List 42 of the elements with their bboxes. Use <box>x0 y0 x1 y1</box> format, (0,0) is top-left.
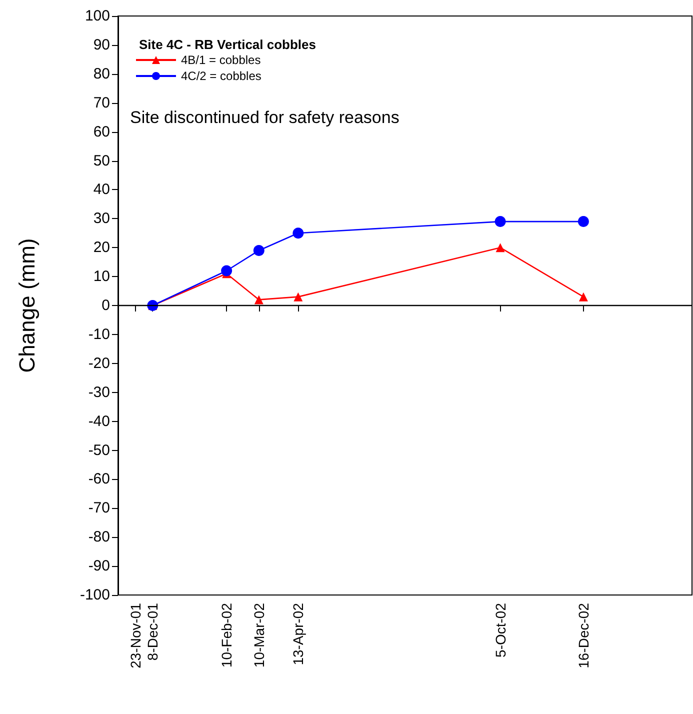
point <box>253 245 264 256</box>
point <box>494 216 506 228</box>
point <box>254 295 264 304</box>
x-tick-label: 5-Oct-02 <box>492 602 508 658</box>
y-tick-label: -70 <box>88 500 110 517</box>
x-tick-label: 23-Nov-01 <box>127 602 144 668</box>
point <box>221 265 232 276</box>
y-tick-label: 100 <box>84 8 110 24</box>
x-tick-label: 10-Mar-02 <box>250 602 267 668</box>
y-tick-label: 60 <box>93 123 110 140</box>
y-tick-label: -80 <box>88 528 110 546</box>
point <box>578 292 588 302</box>
y-tick-label: 80 <box>93 65 110 82</box>
y-tick-label: 10 <box>93 268 110 286</box>
y-tick-label: 90 <box>93 36 110 54</box>
point <box>578 216 589 228</box>
x-tick-label: 13-Apr-02 <box>290 602 306 666</box>
legend-label: 4B/1 = cobbles <box>181 53 261 67</box>
y-tick-label: 20 <box>93 239 110 256</box>
y-tick-label: -40 <box>88 412 110 430</box>
y-tick-label: -100 <box>80 586 110 604</box>
y-tick-label: 70 <box>93 94 110 112</box>
legend-title: Site 4C - RB Vertical cobbles <box>139 37 316 52</box>
y-tick-label: 30 <box>93 210 110 228</box>
y-tick-label: -10 <box>88 326 110 343</box>
legend-label: 4C/2 = cobbles <box>181 69 262 83</box>
annotation: Site discontinued for safety reasons <box>130 108 400 127</box>
point <box>496 243 505 252</box>
x-tick-label: 10-Feb-02 <box>218 602 235 668</box>
point <box>292 228 304 239</box>
x-tick-label: 16-Dec-02 <box>575 602 592 668</box>
y-tick-label: -90 <box>88 558 110 575</box>
y-tick-label: 40 <box>93 181 110 198</box>
y-tick-label: -30 <box>88 384 110 401</box>
y-tick-label: 0 <box>102 297 110 314</box>
y-tick-label: -50 <box>88 442 110 459</box>
x-tick-label: 8-Dec-01 <box>144 602 161 661</box>
y-axis-title: Change (mm) <box>14 238 40 373</box>
y-tick-label: 50 <box>93 152 110 170</box>
y-tick-label: -60 <box>88 470 110 488</box>
y-tick-label: -20 <box>88 354 110 372</box>
point <box>294 292 303 302</box>
